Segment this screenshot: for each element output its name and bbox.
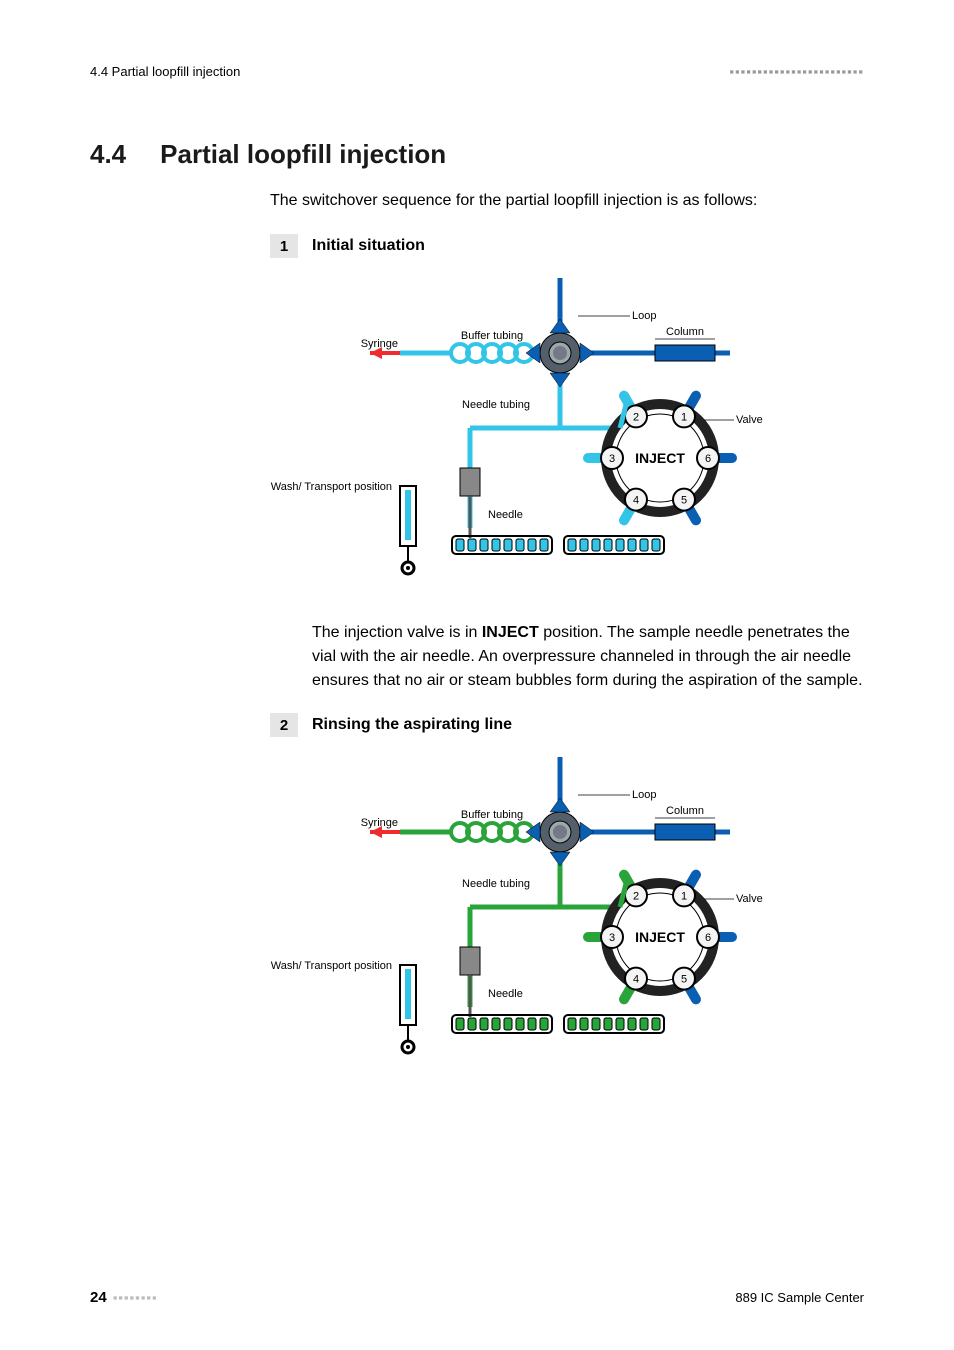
footer-right: 889 IC Sample Center bbox=[735, 1290, 864, 1305]
svg-text:Valve: Valve bbox=[736, 414, 763, 426]
svg-text:Valve: Valve bbox=[736, 893, 763, 905]
svg-text:Needle: Needle bbox=[488, 509, 523, 521]
step-title: Rinsing the aspirating line bbox=[312, 716, 512, 734]
page-number: 24 bbox=[90, 1289, 107, 1306]
svg-text:Needle: Needle bbox=[488, 988, 523, 1000]
section-heading: 4.4 Partial loopfill injection bbox=[90, 139, 864, 170]
section-number: 4.4 bbox=[90, 139, 126, 170]
header-dashes: ▪▪▪▪▪▪▪▪▪▪▪▪▪▪▪▪▪▪▪▪▪▪▪▪ bbox=[729, 64, 864, 79]
svg-text:6: 6 bbox=[705, 932, 711, 944]
svg-text:INJECT: INJECT bbox=[635, 929, 685, 945]
running-header: 4.4 Partial loopfill injection ▪▪▪▪▪▪▪▪▪… bbox=[90, 64, 864, 79]
step-number: 2 bbox=[270, 713, 298, 737]
diagram-rinsing: Loop Column Syringe Buffer tubing Needle tub… bbox=[260, 747, 820, 1077]
footer-dashes: ▪▪▪▪▪▪▪▪ bbox=[113, 1290, 158, 1305]
step-head: 2 Rinsing the aspirating line bbox=[270, 713, 864, 737]
svg-text:INJECT: INJECT bbox=[635, 450, 685, 466]
svg-text:Loop: Loop bbox=[632, 310, 656, 322]
svg-text:Syringe: Syringe bbox=[361, 338, 398, 350]
footer-left: 24 ▪▪▪▪▪▪▪▪ bbox=[90, 1289, 158, 1306]
svg-text:4: 4 bbox=[633, 495, 639, 507]
svg-text:Loop: Loop bbox=[632, 789, 656, 801]
svg-text:5: 5 bbox=[681, 495, 687, 507]
body-bold: INJECT bbox=[482, 624, 539, 641]
diagram-initial-situation: Loop Column Syringe Buffer tubing Needle tub… bbox=[260, 268, 820, 598]
svg-text:3: 3 bbox=[609, 932, 615, 944]
svg-text:Syringe: Syringe bbox=[361, 817, 398, 829]
svg-text:1: 1 bbox=[681, 890, 687, 902]
svg-text:Buffer tubing: Buffer tubing bbox=[461, 809, 523, 821]
svg-text:Column: Column bbox=[666, 805, 704, 817]
svg-text:Wash/ Transport position: Wash/ Transport position bbox=[271, 960, 392, 972]
step: 2 Rinsing the aspirating line Loop Column… bbox=[270, 713, 864, 1094]
body-pre: The injection valve is in bbox=[312, 624, 482, 641]
header-left: 4.4 Partial loopfill injection bbox=[90, 64, 240, 79]
svg-text:Buffer tubing: Buffer tubing bbox=[461, 330, 523, 342]
svg-text:Needle tubing: Needle tubing bbox=[462, 878, 530, 890]
step-head: 1 Initial situation bbox=[270, 234, 864, 258]
svg-text:6: 6 bbox=[705, 453, 711, 465]
section-intro: The switchover sequence for the partial … bbox=[270, 192, 864, 210]
section-title: Partial loopfill injection bbox=[160, 139, 446, 170]
svg-text:1: 1 bbox=[681, 411, 687, 423]
page: 4.4 Partial loopfill injection ▪▪▪▪▪▪▪▪▪… bbox=[0, 0, 954, 1350]
step-title: Initial situation bbox=[312, 237, 425, 255]
step-body: The injection valve is in INJECT positio… bbox=[312, 621, 864, 693]
svg-text:4: 4 bbox=[633, 974, 639, 986]
svg-text:3: 3 bbox=[609, 453, 615, 465]
svg-text:2: 2 bbox=[633, 890, 639, 902]
svg-text:Needle tubing: Needle tubing bbox=[462, 399, 530, 411]
svg-text:Column: Column bbox=[666, 326, 704, 338]
svg-text:5: 5 bbox=[681, 974, 687, 986]
footer: 24 ▪▪▪▪▪▪▪▪ 889 IC Sample Center bbox=[90, 1289, 864, 1306]
step-number: 1 bbox=[270, 234, 298, 258]
step: 1 Initial situation Loop Column Syringe Buf… bbox=[270, 234, 864, 693]
svg-text:2: 2 bbox=[633, 411, 639, 423]
svg-text:Wash/ Transport position: Wash/ Transport position bbox=[271, 481, 392, 493]
